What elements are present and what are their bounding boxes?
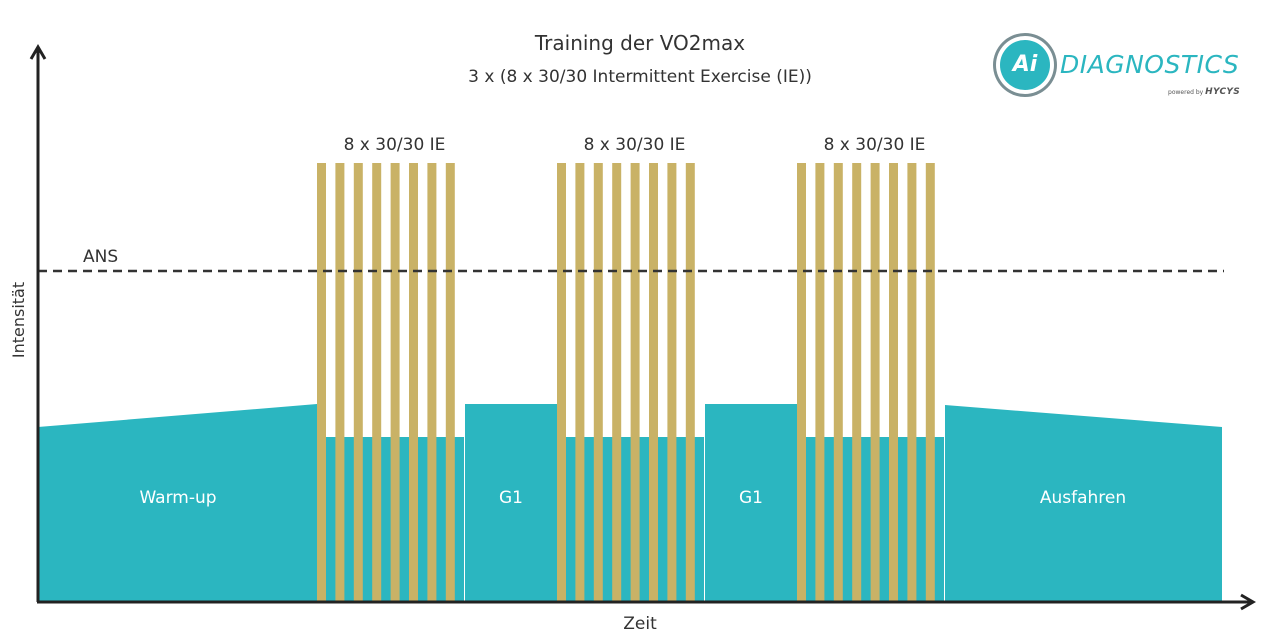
interval-bar (815, 163, 825, 601)
label-layer: Warm-up 8 x 30/30 IE G1 8 x 30/30 IE G1 8 x 3… (139, 135, 1126, 508)
ans-threshold-label: ANS (83, 247, 118, 267)
interval-bar (372, 163, 382, 601)
diagram-title: Training der VO2max (534, 31, 745, 55)
interval-bar (685, 163, 695, 601)
logo-powered-by: powered by HYCYS (1168, 87, 1240, 97)
interval-bar (797, 163, 806, 601)
interval-block-label: 8 x 30/30 IE (584, 135, 686, 155)
interval-bar (907, 163, 917, 601)
logo-powered-text: powered by (1168, 89, 1204, 96)
interval-bar (335, 163, 345, 601)
ai-diagnostics-logo: Ai DIAGNOSTICS powered by HYCYS (998, 38, 1248, 102)
interval-bar (833, 163, 843, 601)
interval-block-label: 8 x 30/30 IE (824, 135, 926, 155)
interval-bar (852, 163, 862, 601)
interval-bar (427, 163, 437, 601)
interval-bar (925, 163, 935, 601)
interval-bar (575, 163, 585, 601)
ausfahren-block (945, 405, 1222, 601)
g1-block (465, 404, 557, 601)
interval-bar (409, 163, 418, 601)
interval-bar (889, 163, 898, 601)
diagram-subtitle: 3 x (8 x 30/30 Intermittent Exercise (IE… (468, 67, 812, 87)
x-axis-label: Zeit (623, 614, 657, 634)
interval-bar (612, 163, 622, 601)
interval-bar (870, 163, 880, 601)
interval-bar (445, 163, 455, 601)
interval-bar (649, 163, 658, 601)
g1-label: G1 (739, 488, 763, 508)
interval-bar (667, 163, 677, 601)
g1-block (705, 404, 797, 601)
logo-parent-brand: HYCYS (1205, 87, 1240, 97)
interval-block-label: 8 x 30/30 IE (344, 135, 446, 155)
interval-bar (317, 163, 326, 601)
x-axis-arrowhead (1240, 593, 1256, 611)
y-axis-label: Intensität (9, 282, 28, 358)
axes (29, 44, 1256, 611)
warm-up-block (38, 404, 317, 601)
interval-bar (557, 163, 566, 601)
interval-bar (630, 163, 640, 601)
interval-layer (317, 163, 935, 601)
warm-up-label: Warm-up (139, 488, 216, 508)
interval-bar (390, 163, 400, 601)
logo-wordmark: DIAGNOSTICS (1060, 50, 1240, 79)
logo-mark: Ai (1012, 52, 1038, 77)
logo-badge (1000, 40, 1050, 90)
interval-bar (353, 163, 363, 601)
g1-label: G1 (499, 488, 523, 508)
ausfahren-label: Ausfahren (1040, 488, 1126, 508)
interval-bar (593, 163, 603, 601)
y-axis-arrowhead (29, 44, 47, 60)
